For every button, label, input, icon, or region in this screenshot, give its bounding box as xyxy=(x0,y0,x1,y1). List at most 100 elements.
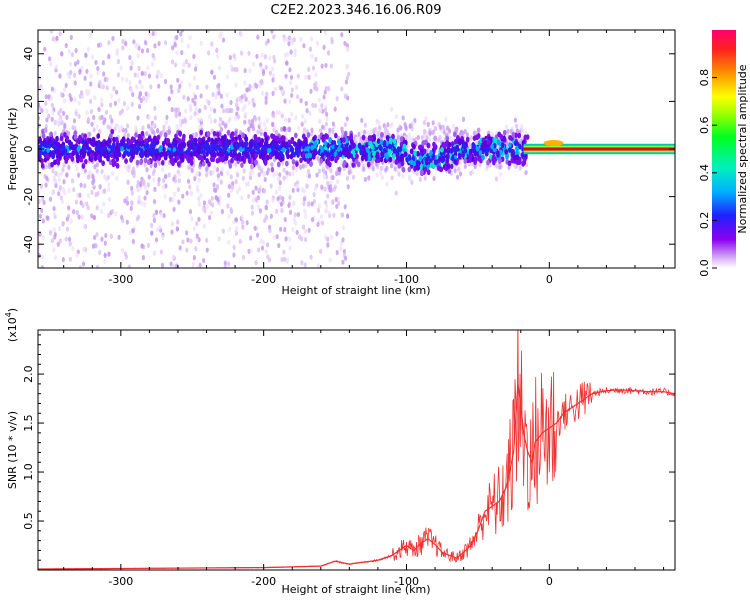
spectrogram-cell xyxy=(95,205,99,211)
spectrogram-cell xyxy=(123,143,127,149)
spectrogram-cell xyxy=(131,169,135,175)
spectrogram-cell xyxy=(296,73,300,79)
spectrogram-cell xyxy=(145,190,149,196)
spectrogram-cell xyxy=(264,136,268,142)
spectrogram-cell xyxy=(155,139,160,145)
spectrogram-cell xyxy=(189,106,193,112)
spectrogram-cell xyxy=(70,52,75,58)
spectrogram-cell xyxy=(237,95,241,101)
spectrogram-cell xyxy=(217,236,221,242)
spectrogram-cell xyxy=(274,189,278,195)
spectrogram-cell xyxy=(114,145,119,152)
spectrogram-cell xyxy=(75,252,79,258)
spectrogram-cell xyxy=(163,78,168,85)
spectrogram-cell xyxy=(147,92,151,98)
spectrogram-cell xyxy=(140,84,144,90)
spectrogram-cell xyxy=(356,161,361,168)
spectrogram-cell xyxy=(218,140,222,146)
spectrogram-cell xyxy=(375,118,379,124)
spectrogram-cell xyxy=(147,174,151,180)
spectrogram-cell xyxy=(175,50,179,56)
spectrogram-cell xyxy=(304,74,308,80)
spectrogram-cell xyxy=(194,246,198,252)
spectrogram-cell xyxy=(413,117,417,124)
spectrogram-cell xyxy=(120,248,124,254)
spectrogram-cell xyxy=(58,73,62,79)
spectrogram-cell xyxy=(234,217,239,223)
spectrogram-cell xyxy=(244,136,249,142)
spectrogram-cell xyxy=(110,118,114,124)
spectrogram-cell xyxy=(247,119,251,125)
spectrogram-cell xyxy=(422,120,427,126)
spectrogram-cell xyxy=(134,132,138,138)
spectrogram-cell xyxy=(100,102,104,108)
spectrogram-cell xyxy=(375,153,380,160)
spectrogram-cell xyxy=(266,147,271,154)
spectrogram-cell xyxy=(343,130,348,137)
spectrogram-cell xyxy=(59,171,63,177)
spectrogram-cell xyxy=(101,60,105,66)
spectrogram-cell xyxy=(524,170,528,176)
spectrogram-cell xyxy=(254,159,258,166)
spectrogram-cell xyxy=(153,105,157,112)
spectrogram-cell xyxy=(252,84,256,90)
spectrogram-cell xyxy=(128,230,132,236)
spectrogram-cell xyxy=(357,131,361,137)
spectrogram-cell xyxy=(74,110,78,117)
spectrogram-cell xyxy=(308,110,312,117)
spectrogram-cell xyxy=(507,164,511,170)
spectrogram-cell xyxy=(286,148,290,154)
spectrogram-cell xyxy=(73,96,77,103)
spectrogram-cell xyxy=(223,260,227,266)
spectrogram-cell xyxy=(94,150,99,157)
spectrogram-cell xyxy=(63,131,67,138)
spectrogram-cell xyxy=(59,91,64,98)
spectrogram-cell xyxy=(343,121,348,128)
spectrogram-cell xyxy=(197,196,201,202)
spectrogram-cell xyxy=(502,135,506,142)
spectrogram-cell xyxy=(38,231,42,237)
spectrogram-cell xyxy=(326,242,330,248)
spectrogram-cell xyxy=(103,252,107,258)
spectrogram-cell xyxy=(171,196,175,202)
spectrogram-cell xyxy=(255,53,259,59)
spectrogram-cell xyxy=(317,97,322,103)
spectrogram-cell xyxy=(103,150,107,157)
spectrogram-cell xyxy=(429,149,434,156)
spectrogram-cell xyxy=(303,236,308,243)
spectrogram-cell xyxy=(176,186,181,193)
spectrogram-cell xyxy=(229,151,233,158)
spectrogram-cell xyxy=(302,201,306,207)
spectrogram-cell xyxy=(278,180,282,186)
spectrogram-cell xyxy=(433,144,438,150)
spectrogram-cell xyxy=(447,141,452,148)
spectrogram-cell xyxy=(67,205,71,211)
spectrogram-cell xyxy=(179,148,184,155)
spectrogram-cell xyxy=(520,133,524,140)
spectrogram-cell xyxy=(281,196,285,202)
spectrogram-cell xyxy=(190,167,194,174)
spectrogram-cell xyxy=(126,151,131,157)
spectrogram-cell xyxy=(149,126,153,132)
spectrogram-cell xyxy=(74,48,78,54)
spectrogram-cell xyxy=(327,86,331,92)
spectrogram-cell xyxy=(257,247,261,253)
spectrogram-cell xyxy=(44,94,48,100)
spectrogram-cell xyxy=(140,130,145,137)
spectrogram-cell xyxy=(299,157,303,164)
spectrogram-cell xyxy=(85,68,89,74)
spectrogram-cell xyxy=(518,143,522,150)
spectrogram-cell xyxy=(68,241,72,247)
spectrogram-cell xyxy=(416,134,420,141)
spectrogram-cell xyxy=(327,210,331,216)
spectrogram-cell xyxy=(128,80,132,86)
spectrogram-cell xyxy=(404,124,408,130)
spectrogram-cell xyxy=(264,126,268,132)
spectrogram-cell xyxy=(83,224,87,230)
spectrogram-cell xyxy=(467,141,471,147)
spectrogram-cell xyxy=(207,136,211,143)
spectrogram-cell xyxy=(345,116,349,122)
spectrogram-cell xyxy=(423,175,427,181)
spectrogram-cell xyxy=(268,227,272,234)
spectrogram-cell xyxy=(161,128,166,134)
